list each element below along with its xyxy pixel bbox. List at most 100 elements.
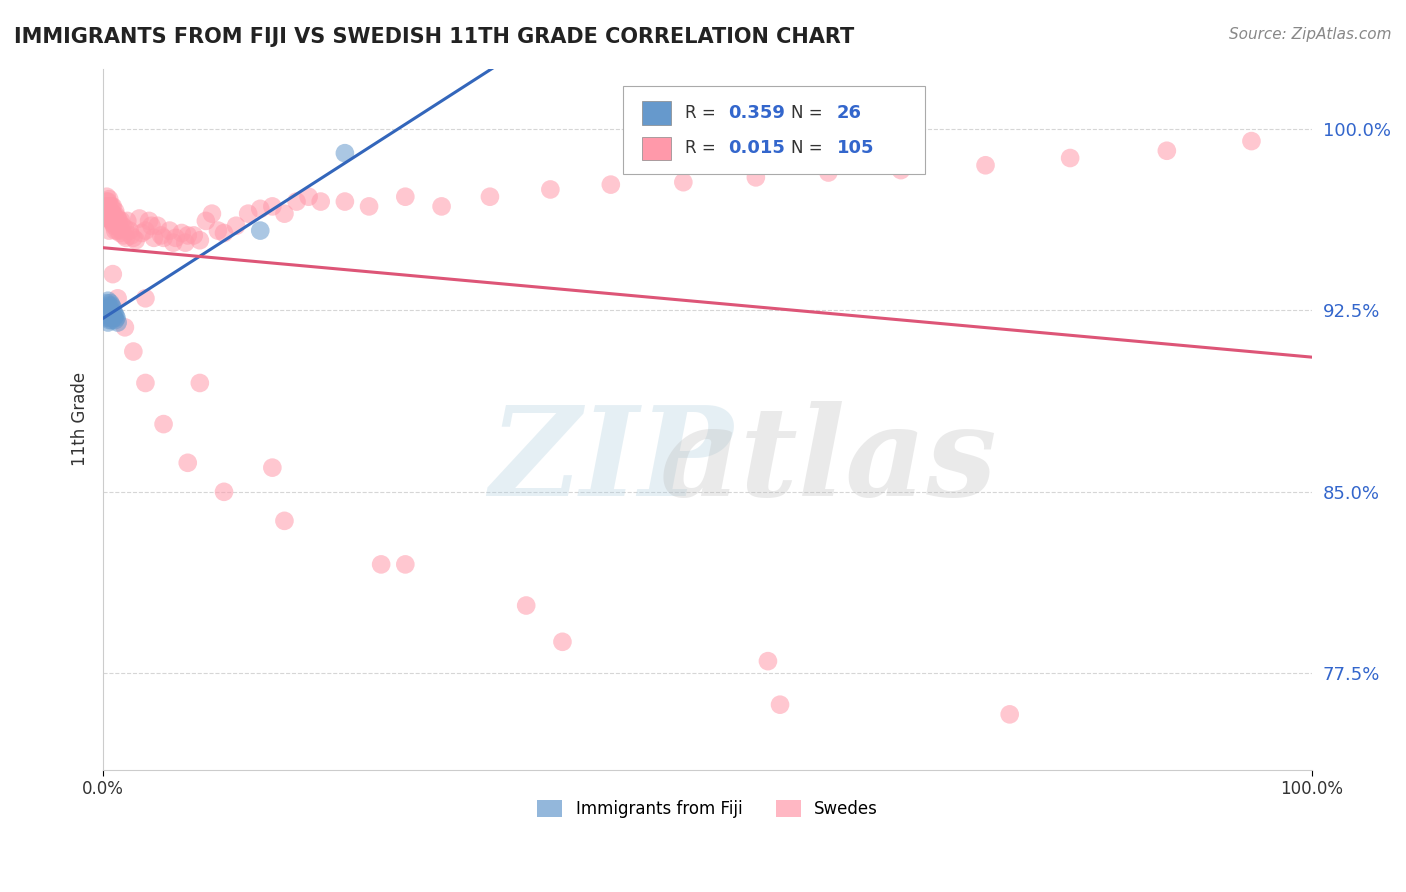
Point — [125, 233, 148, 247]
Point — [1240, 134, 1263, 148]
Point — [98, 202, 121, 216]
Point — [174, 235, 197, 250]
Point — [769, 698, 792, 712]
Point — [115, 231, 138, 245]
FancyBboxPatch shape — [623, 86, 925, 174]
Text: N =: N = — [792, 104, 828, 122]
Point — [249, 202, 271, 216]
Point — [96, 194, 118, 209]
Point — [98, 299, 121, 313]
Point — [100, 299, 122, 313]
Point — [1156, 144, 1178, 158]
Point — [212, 226, 235, 240]
Point — [515, 599, 537, 613]
Point — [101, 267, 124, 281]
Point — [225, 219, 247, 233]
Point — [105, 216, 128, 230]
Text: 26: 26 — [837, 104, 862, 122]
Text: Source: ZipAtlas.com: Source: ZipAtlas.com — [1229, 27, 1392, 42]
Text: atlas: atlas — [659, 401, 997, 522]
Point — [333, 146, 356, 161]
Point — [745, 170, 768, 185]
Point — [394, 190, 416, 204]
FancyBboxPatch shape — [643, 102, 671, 126]
Point — [165, 231, 187, 245]
Point — [273, 514, 295, 528]
Point — [107, 291, 129, 305]
Point — [207, 224, 229, 238]
Point — [100, 199, 122, 213]
Point — [183, 228, 205, 243]
Point — [96, 303, 118, 318]
Point — [97, 211, 120, 226]
Text: ZIP: ZIP — [489, 401, 733, 522]
Point — [114, 320, 136, 334]
Point — [177, 456, 200, 470]
Point — [131, 226, 153, 240]
Point — [96, 296, 118, 310]
Point — [103, 306, 125, 320]
Point — [101, 207, 124, 221]
Point — [107, 211, 129, 226]
Point — [1059, 151, 1081, 165]
Point — [262, 460, 284, 475]
Point — [103, 310, 125, 325]
Point — [100, 313, 122, 327]
Point — [98, 192, 121, 206]
Point — [97, 308, 120, 322]
Point — [120, 228, 142, 243]
Point — [111, 219, 134, 233]
Point — [105, 310, 128, 325]
Point — [94, 199, 117, 213]
Point — [100, 214, 122, 228]
Point — [97, 293, 120, 308]
Point — [309, 194, 332, 209]
Point — [134, 291, 156, 305]
Point — [104, 224, 127, 238]
Point — [212, 484, 235, 499]
Point — [238, 207, 260, 221]
Point — [100, 199, 122, 213]
Point — [672, 175, 695, 189]
Point — [159, 224, 181, 238]
Point — [97, 301, 120, 315]
Point — [101, 216, 124, 230]
Point — [285, 194, 308, 209]
Point — [97, 316, 120, 330]
Point — [817, 165, 839, 179]
Point — [298, 190, 321, 204]
Point — [478, 190, 501, 204]
Point — [110, 224, 132, 238]
Point — [110, 214, 132, 228]
FancyBboxPatch shape — [643, 136, 671, 161]
Point — [117, 214, 139, 228]
Point — [249, 224, 271, 238]
Point — [105, 209, 128, 223]
Point — [394, 558, 416, 572]
Point — [104, 313, 127, 327]
Point — [96, 190, 118, 204]
Point — [152, 417, 174, 431]
Text: 0.359: 0.359 — [728, 104, 785, 122]
Point — [128, 211, 150, 226]
Point — [141, 219, 163, 233]
Point — [134, 224, 156, 238]
Point — [142, 231, 165, 245]
Point — [122, 231, 145, 245]
Point — [107, 316, 129, 330]
Point — [152, 231, 174, 245]
Text: 105: 105 — [837, 139, 875, 158]
Point — [100, 296, 122, 310]
Point — [98, 211, 121, 226]
Point — [98, 306, 121, 320]
Point — [538, 182, 561, 196]
Point — [107, 224, 129, 238]
Point — [122, 344, 145, 359]
Point — [134, 376, 156, 390]
Point — [108, 214, 131, 228]
Point — [96, 207, 118, 221]
Y-axis label: 11th Grade: 11th Grade — [72, 372, 89, 467]
Point — [357, 199, 380, 213]
Point — [262, 199, 284, 213]
Point — [101, 308, 124, 322]
